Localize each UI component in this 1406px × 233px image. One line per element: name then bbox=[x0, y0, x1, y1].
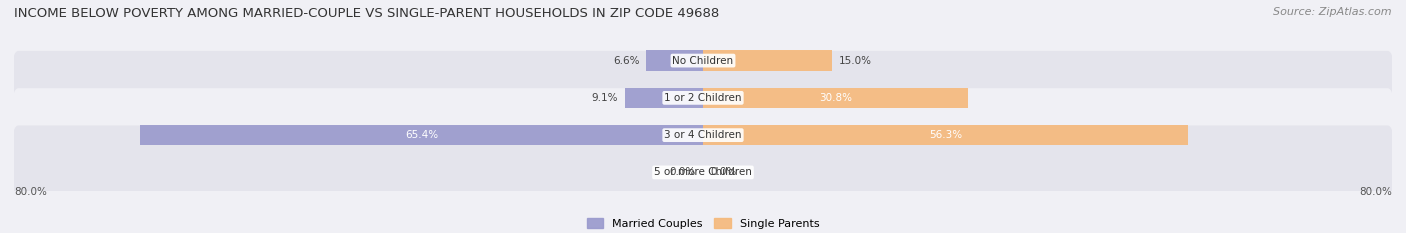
Bar bbox=[703, 125, 1188, 145]
Text: 5 or more Children: 5 or more Children bbox=[654, 168, 752, 177]
Text: 56.3%: 56.3% bbox=[929, 130, 962, 140]
Text: 3 or 4 Children: 3 or 4 Children bbox=[664, 130, 742, 140]
Bar bbox=[703, 50, 832, 71]
Text: INCOME BELOW POVERTY AMONG MARRIED-COUPLE VS SINGLE-PARENT HOUSEHOLDS IN ZIP COD: INCOME BELOW POVERTY AMONG MARRIED-COUPL… bbox=[14, 7, 720, 20]
Text: 0.0%: 0.0% bbox=[669, 168, 696, 177]
Text: No Children: No Children bbox=[672, 56, 734, 65]
Bar bbox=[647, 50, 703, 71]
Text: 80.0%: 80.0% bbox=[1360, 187, 1392, 197]
Text: 65.4%: 65.4% bbox=[405, 130, 437, 140]
FancyBboxPatch shape bbox=[11, 88, 1395, 182]
Text: 9.1%: 9.1% bbox=[592, 93, 617, 103]
FancyBboxPatch shape bbox=[11, 14, 1395, 108]
Bar bbox=[624, 88, 703, 108]
Bar bbox=[139, 125, 703, 145]
Text: 1 or 2 Children: 1 or 2 Children bbox=[664, 93, 742, 103]
Text: 6.6%: 6.6% bbox=[613, 56, 640, 65]
Text: Source: ZipAtlas.com: Source: ZipAtlas.com bbox=[1274, 7, 1392, 17]
Bar bbox=[703, 88, 969, 108]
Text: 30.8%: 30.8% bbox=[820, 93, 852, 103]
FancyBboxPatch shape bbox=[11, 51, 1395, 145]
Text: 15.0%: 15.0% bbox=[839, 56, 872, 65]
Legend: Married Couples, Single Parents: Married Couples, Single Parents bbox=[582, 214, 824, 233]
Text: 0.0%: 0.0% bbox=[710, 168, 737, 177]
Text: 80.0%: 80.0% bbox=[14, 187, 46, 197]
FancyBboxPatch shape bbox=[11, 125, 1395, 219]
